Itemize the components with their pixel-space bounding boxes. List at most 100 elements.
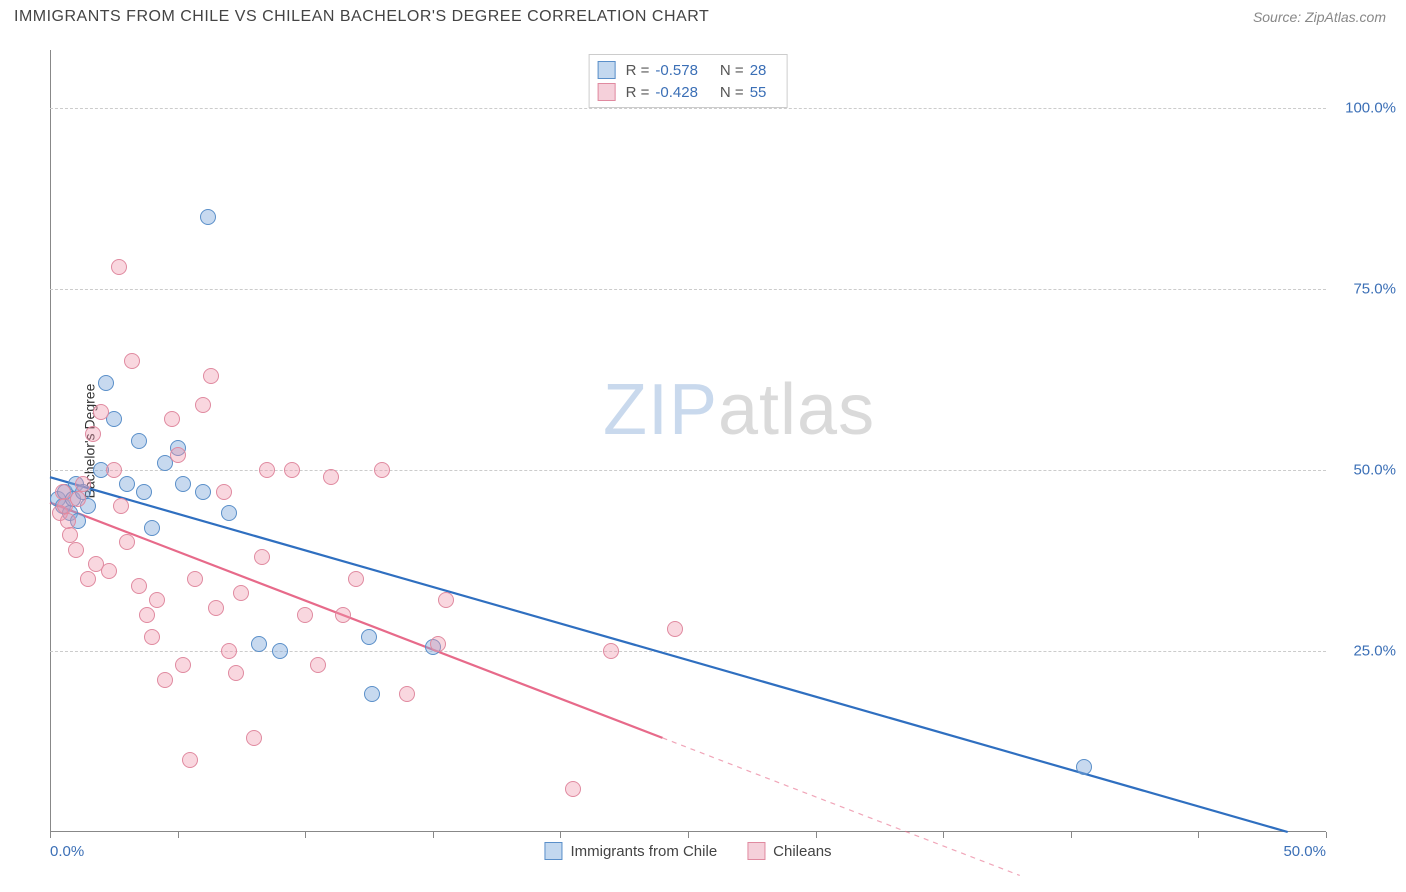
data-point-chileans <box>182 752 198 768</box>
data-point-chileans <box>348 571 364 587</box>
data-point-chileans <box>335 607 351 623</box>
data-point-immigrants <box>272 643 288 659</box>
data-point-chileans <box>667 621 683 637</box>
r-value: -0.428 <box>655 84 698 101</box>
chart-area: Bachelor's Degree 25.0%50.0%75.0%100.0% … <box>50 50 1326 832</box>
x-tick <box>560 832 561 838</box>
legend-item-chileans: Chileans <box>747 842 831 860</box>
swatch-chileans <box>598 83 616 101</box>
x-tick <box>1198 832 1199 838</box>
data-point-chileans <box>55 484 71 500</box>
r-value: -0.578 <box>655 62 698 79</box>
data-point-chileans <box>259 462 275 478</box>
data-point-chileans <box>113 498 129 514</box>
data-point-chileans <box>111 259 127 275</box>
swatch-immigrants <box>598 61 616 79</box>
stats-legend: R = -0.578 N = 28 R = -0.428 N = 55 <box>589 54 788 108</box>
data-point-immigrants <box>251 636 267 652</box>
data-point-chileans <box>221 643 237 659</box>
data-point-chileans <box>60 513 76 529</box>
x-tick <box>1326 832 1327 838</box>
data-point-chileans <box>139 607 155 623</box>
x-tick <box>943 832 944 838</box>
data-point-chileans <box>68 542 84 558</box>
data-point-chileans <box>438 592 454 608</box>
data-point-chileans <box>216 484 232 500</box>
data-point-chileans <box>565 781 581 797</box>
data-point-immigrants <box>221 505 237 521</box>
data-point-immigrants <box>1076 759 1092 775</box>
swatch-chileans <box>747 842 765 860</box>
data-point-chileans <box>70 491 86 507</box>
x-tick-label: 0.0% <box>50 843 84 860</box>
data-point-chileans <box>246 730 262 746</box>
y-tick-label: 25.0% <box>1353 642 1396 659</box>
data-point-immigrants <box>361 629 377 645</box>
x-tick <box>1071 832 1072 838</box>
stats-row-chileans: R = -0.428 N = 55 <box>598 81 779 103</box>
data-point-immigrants <box>98 375 114 391</box>
data-point-chileans <box>430 636 446 652</box>
data-point-chileans <box>195 397 211 413</box>
data-point-chileans <box>603 643 619 659</box>
x-tick <box>688 832 689 838</box>
data-point-chileans <box>164 411 180 427</box>
data-point-chileans <box>157 672 173 688</box>
data-point-immigrants <box>200 209 216 225</box>
x-tick <box>816 832 817 838</box>
y-tick-label: 75.0% <box>1353 280 1396 297</box>
data-point-chileans <box>297 607 313 623</box>
data-point-chileans <box>101 563 117 579</box>
data-point-chileans <box>310 657 326 673</box>
y-tick-label: 100.0% <box>1345 99 1396 116</box>
data-point-chileans <box>144 629 160 645</box>
legend-item-immigrants: Immigrants from Chile <box>544 842 717 860</box>
data-point-immigrants <box>195 484 211 500</box>
trend-lines <box>50 50 1326 832</box>
data-point-chileans <box>323 469 339 485</box>
data-point-chileans <box>175 657 191 673</box>
n-value: 55 <box>750 84 767 101</box>
stats-row-immigrants: R =-0.578N =28 <box>598 59 779 81</box>
data-point-chileans <box>106 462 122 478</box>
n-value: 28 <box>750 62 767 79</box>
data-point-chileans <box>228 665 244 681</box>
data-point-chileans <box>85 426 101 442</box>
x-tick <box>178 832 179 838</box>
data-point-chileans <box>80 571 96 587</box>
x-tick <box>433 832 434 838</box>
data-point-chileans <box>75 476 91 492</box>
x-tick <box>305 832 306 838</box>
data-point-chileans <box>208 600 224 616</box>
r-label: R = <box>626 84 650 101</box>
data-point-chileans <box>254 549 270 565</box>
r-label: R = <box>626 62 650 79</box>
data-point-immigrants <box>131 433 147 449</box>
data-point-chileans <box>119 534 135 550</box>
swatch-immigrants <box>544 842 562 860</box>
data-point-chileans <box>131 578 147 594</box>
data-point-chileans <box>93 404 109 420</box>
legend-label: Chileans <box>773 843 831 860</box>
x-tick <box>50 832 51 838</box>
data-point-immigrants <box>175 476 191 492</box>
data-point-chileans <box>399 686 415 702</box>
data-point-immigrants <box>119 476 135 492</box>
data-point-chileans <box>149 592 165 608</box>
data-point-immigrants <box>144 520 160 536</box>
data-point-chileans <box>284 462 300 478</box>
data-point-chileans <box>170 447 186 463</box>
n-label: N = <box>720 84 744 101</box>
x-tick-label: 50.0% <box>1283 843 1326 860</box>
data-point-chileans <box>374 462 390 478</box>
y-tick-label: 50.0% <box>1353 461 1396 478</box>
series-legend: Immigrants from Chile Chileans <box>544 842 831 860</box>
data-point-immigrants <box>136 484 152 500</box>
legend-label: Immigrants from Chile <box>570 843 717 860</box>
source-attribution: Source: ZipAtlas.com <box>1253 9 1386 25</box>
data-point-chileans <box>124 353 140 369</box>
data-point-chileans <box>203 368 219 384</box>
data-point-chileans <box>233 585 249 601</box>
data-point-chileans <box>187 571 203 587</box>
chart-title: IMMIGRANTS FROM CHILE VS CHILEAN BACHELO… <box>14 8 709 26</box>
